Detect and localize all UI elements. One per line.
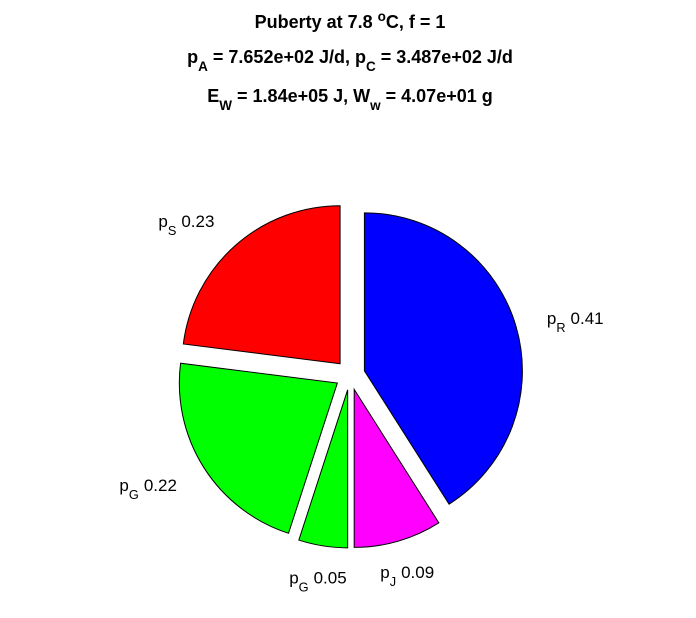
slice-label: pJ 0.09 — [380, 563, 434, 589]
text-segment: = 7.652e+02 J/d, p — [208, 47, 366, 67]
slice-label: pR 0.41 — [547, 309, 604, 335]
slice-value: 0.41 — [571, 309, 604, 328]
slice-value: 0.09 — [401, 563, 434, 582]
text-segment: R — [556, 319, 565, 334]
text-segment: = 1.84e+05 J, W — [232, 86, 370, 106]
text-segment: o — [378, 9, 386, 24]
text-segment: p — [380, 563, 389, 582]
pie-slice — [353, 387, 440, 548]
text-segment: G — [299, 579, 309, 594]
slice-value: 0.22 — [144, 476, 177, 495]
text-segment: J — [390, 573, 396, 588]
text-segment: C — [366, 59, 376, 74]
text-segment: p — [547, 309, 556, 328]
text-segment: = 4.07e+01 g — [381, 86, 493, 106]
slice-label: pG 0.05 — [289, 568, 346, 594]
text-segment: C, f = 1 — [386, 12, 446, 32]
pie-slice — [182, 205, 341, 365]
text-segment: p — [158, 212, 167, 231]
text-segment: p — [187, 47, 198, 67]
text-segment: p — [119, 476, 128, 495]
text-segment: w — [369, 98, 381, 113]
pie-slice — [363, 212, 523, 505]
text-segment: p — [289, 568, 298, 587]
text-segment: G — [129, 486, 139, 501]
pie-slice — [298, 389, 349, 549]
slice-label: pS 0.23 — [158, 212, 214, 238]
pie-slice — [178, 362, 338, 534]
text-segment: = 3.487e+02 J/d — [376, 47, 513, 67]
chart-title: pA = 7.652e+02 J/d, pC = 3.487e+02 J/d — [187, 47, 513, 74]
slice-label: pG 0.22 — [119, 476, 176, 502]
text-segment: Puberty at 7.8 — [255, 12, 378, 32]
text-segment: S — [168, 223, 177, 238]
chart-title: Puberty at 7.8 oC, f = 1 — [255, 9, 446, 33]
text-segment: A — [198, 59, 208, 74]
text-segment: E — [207, 86, 219, 106]
slice-value: 0.23 — [181, 212, 214, 231]
slice-value: 0.05 — [314, 568, 347, 587]
chart-title: EW = 1.84e+05 J, Ww = 4.07e+01 g — [207, 86, 492, 113]
text-segment: W — [219, 98, 232, 113]
